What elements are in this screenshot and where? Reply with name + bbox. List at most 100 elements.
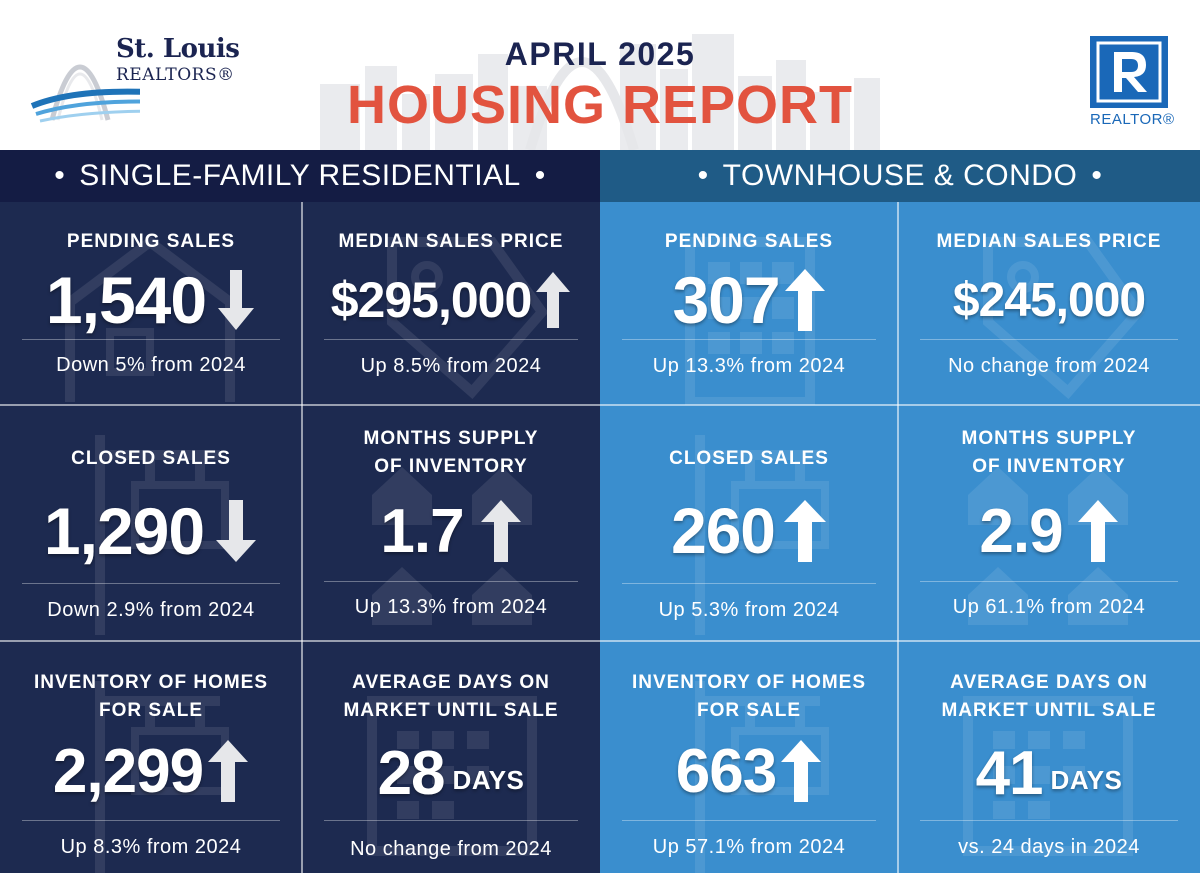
stat-value-row: 1,290: [0, 494, 302, 568]
stat-change: No change from 2024: [350, 838, 552, 860]
houses-grid-icon: [968, 467, 1128, 625]
stat-label-line1: INVENTORY OF HOMES: [631, 672, 867, 693]
stat-value-row: 2,299: [0, 735, 302, 807]
houses-grid-icon: [372, 467, 532, 625]
stat-value-row: $245,000: [898, 264, 1200, 336]
stat-label-line1: AVERAGE DAYS ON: [352, 672, 550, 693]
for-sale-sign-icon: [695, 681, 829, 873]
stat-value-row: 41 DAYS: [898, 737, 1200, 809]
stat-change: Down 5% from 2024: [56, 354, 246, 376]
divider: [622, 583, 876, 584]
stat-label-line1: MONTHS SUPPLY: [363, 428, 539, 449]
skyline-icon: [320, 34, 880, 150]
stat-unit: DAYS: [452, 764, 525, 795]
stat-label: CLOSED SALES: [669, 448, 829, 469]
stat-value: 28: [377, 738, 446, 808]
stat-value: 663: [675, 736, 777, 806]
stat-value-row: 28 DAYS: [302, 737, 600, 809]
section-header-single-family: • SINGLE-FAMILY RESIDENTIAL •: [0, 150, 600, 202]
stat-value-row: 2.9: [898, 495, 1200, 567]
logo-text-realtors: REALTORS®: [116, 65, 235, 85]
arrow-up-icon: [480, 500, 521, 562]
stat-change: Up 13.3% from 2024: [652, 355, 846, 377]
stat-change: Up 8.5% from 2024: [360, 355, 542, 377]
stat-label-line1: MONTHS SUPPLY: [961, 428, 1137, 449]
stat-change: Up 57.1% from 2024: [652, 836, 846, 858]
stat-value: 1,290: [43, 494, 205, 568]
price-tag-icon: [387, 237, 549, 400]
gateway-arch-icon: [30, 64, 140, 123]
stat-card-sf-average-days: AVERAGE DAYS ON MARKET UNTIL SALE 28 DAY…: [302, 641, 600, 873]
report-month: APRIL 2025: [504, 36, 696, 72]
stat-label: AVERAGE DAYS ON MARKET UNTIL SALE: [302, 669, 600, 725]
arrow-up-icon: [536, 272, 571, 328]
stat-change: Up 13.3% from 2024: [354, 596, 548, 618]
report-header: St. Louis REALTORS® APRIL 2025 HOUSING R…: [0, 0, 1200, 150]
stat-label: AVERAGE DAYS ON MARKET UNTIL SALE: [898, 669, 1200, 725]
stat-label: PENDING SALES: [664, 231, 834, 252]
stat-value-row: 1,540: [0, 263, 302, 337]
divider: [920, 339, 1178, 340]
stat-value-row: $295,000: [302, 264, 600, 336]
stat-value: $245,000: [952, 273, 1146, 327]
stat-label-line1: INVENTORY OF HOMES: [33, 672, 269, 693]
stat-value: 1.7: [380, 496, 464, 566]
building-icon: [685, 237, 815, 405]
stat-value-row: 663: [600, 735, 898, 807]
stat-card-sf-median-sales-price: MEDIAN SALES PRICE $295,000 Up 8.5% from…: [302, 202, 600, 405]
stat-value-row: 1.7: [302, 495, 600, 567]
stat-value: 1,540: [45, 263, 207, 337]
divider: [324, 581, 578, 582]
stat-label-line1: AVERAGE DAYS ON: [950, 672, 1148, 693]
stat-label: INVENTORY OF HOMES FOR SALE: [600, 669, 898, 725]
house-icon: [65, 235, 235, 402]
arrow-down-icon: [218, 270, 255, 330]
arrow-up-icon: [1077, 500, 1118, 562]
stat-value: 2.9: [979, 496, 1063, 566]
stat-change: Up 61.1% from 2024: [952, 596, 1146, 618]
stat-value: $295,000: [330, 272, 533, 328]
stat-card-tc-average-days: AVERAGE DAYS ON MARKET UNTIL SALE 41 DAY…: [898, 641, 1200, 873]
stat-label: MONTHS SUPPLY OF INVENTORY: [302, 425, 600, 481]
stat-change: Up 5.3% from 2024: [658, 599, 840, 621]
report-title: HOUSING REPORT: [346, 75, 854, 135]
stat-value: 2,299: [52, 736, 204, 806]
stat-value-row: 260: [600, 495, 898, 567]
stat-value-row: 307: [600, 263, 898, 337]
stat-change: vs. 24 days in 2024: [958, 836, 1140, 858]
calendar-icon: [963, 696, 1133, 856]
stat-label: CLOSED SALES: [71, 448, 231, 469]
stat-card-tc-months-supply: MONTHS SUPPLY OF INVENTORY 2.9 Up 61.1% …: [898, 405, 1200, 641]
stat-value: 307: [672, 263, 780, 337]
st-louis-realtors-logo: St. Louis REALTORS®: [30, 34, 250, 126]
bullet-icon: •: [534, 159, 546, 192]
stat-card-tc-closed-sales: CLOSED SALES 260 Up 5.3% from 2024: [600, 405, 898, 641]
arrow-up-icon: [783, 500, 826, 562]
stat-label-line2: OF INVENTORY: [972, 456, 1126, 477]
stat-label-line2: FOR SALE: [696, 700, 802, 721]
arrow-down-icon: [216, 500, 257, 562]
divider: [22, 820, 280, 821]
divider: [22, 583, 280, 584]
sold-sign-icon: [695, 435, 829, 635]
stat-unit: DAYS: [1050, 764, 1123, 795]
divider: [22, 339, 280, 340]
realtor-logo: REALTOR®: [1090, 36, 1174, 132]
stat-label-line2: MARKET UNTIL SALE: [343, 700, 559, 721]
stat-change: No change from 2024: [948, 355, 1150, 377]
realtor-r-block-icon: [1090, 36, 1168, 108]
divider: [920, 581, 1178, 582]
divider: [324, 339, 578, 340]
stat-label-line2: MARKET UNTIL SALE: [941, 700, 1157, 721]
stat-label-line2: OF INVENTORY: [374, 456, 528, 477]
price-tag-icon: [983, 237, 1145, 400]
grid-divider-vertical: [301, 202, 303, 873]
stat-label: MEDIAN SALES PRICE: [936, 231, 1162, 252]
stat-change: Up 8.3% from 2024: [60, 836, 242, 858]
stat-card-tc-pending-sales: PENDING SALES 307 Up 13.3% from 2024: [600, 202, 898, 405]
arrow-up-icon: [208, 740, 249, 802]
stat-label-line2: FOR SALE: [98, 700, 204, 721]
stat-card-tc-inventory: INVENTORY OF HOMES FOR SALE 663 Up 57.1%…: [600, 641, 898, 873]
grid-divider-horizontal: [0, 640, 1200, 642]
section-title-single-family: SINGLE-FAMILY RESIDENTIAL: [79, 159, 521, 192]
